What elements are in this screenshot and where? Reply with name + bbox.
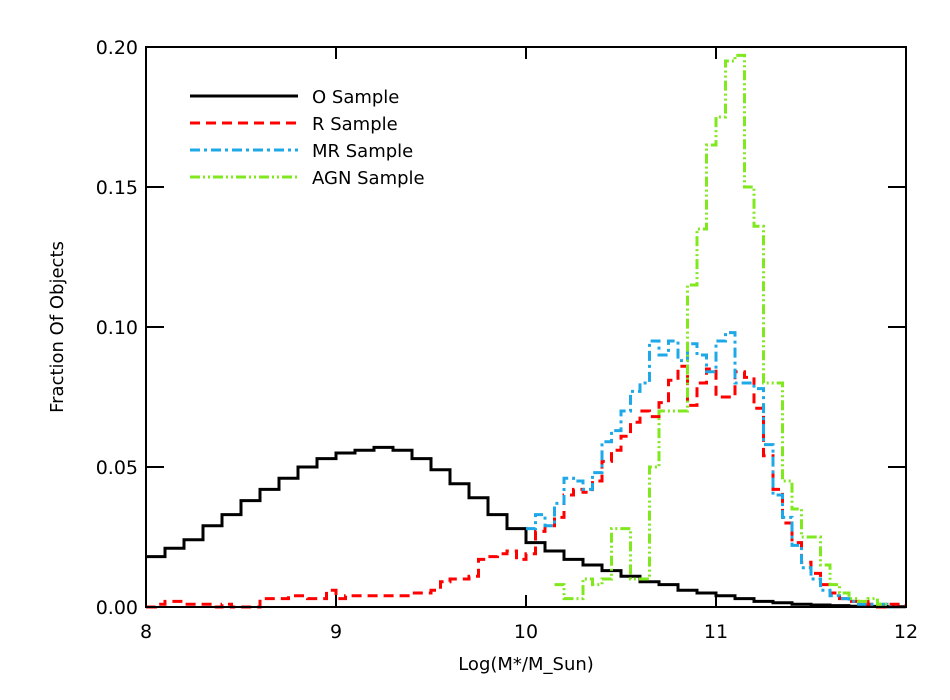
- tick-layer: 8 9 10 11 12 0.00 0.05 0.10 0.15 0.20: [96, 37, 918, 643]
- series-line-o-sample: [146, 445, 906, 609]
- y-tick-label: 0.00: [96, 597, 138, 619]
- x-axis-title: Log(M*/M_Sun): [458, 654, 594, 675]
- legend-label-o-sample: O Sample: [312, 87, 399, 108]
- x-tick-label: 9: [330, 621, 342, 643]
- legend-label-r-sample: R Sample: [312, 114, 398, 135]
- y-tick-label: 0.10: [96, 317, 138, 339]
- x-tick-label: 8: [140, 621, 152, 643]
- legend-label-agn-sample: AGN Sample: [312, 168, 425, 189]
- y-tick-label: 0.20: [96, 37, 138, 59]
- x-tick-label: 10: [514, 621, 538, 643]
- legend: O Sample R Sample MR Sample AGN Sample: [190, 87, 425, 189]
- x-tick-label: 12: [894, 621, 918, 643]
- series-layer: [146, 53, 906, 609]
- x-tick-label: 11: [704, 621, 728, 643]
- y-axis-title: Fraction Of Objects: [47, 241, 68, 413]
- legend-label-mr-sample: MR Sample: [312, 141, 413, 162]
- y-tick-label: 0.15: [96, 177, 138, 199]
- y-tick-label: 0.05: [96, 457, 138, 479]
- series-line-agn-sample: [554, 53, 889, 607]
- series-line-mr-sample: [526, 331, 897, 609]
